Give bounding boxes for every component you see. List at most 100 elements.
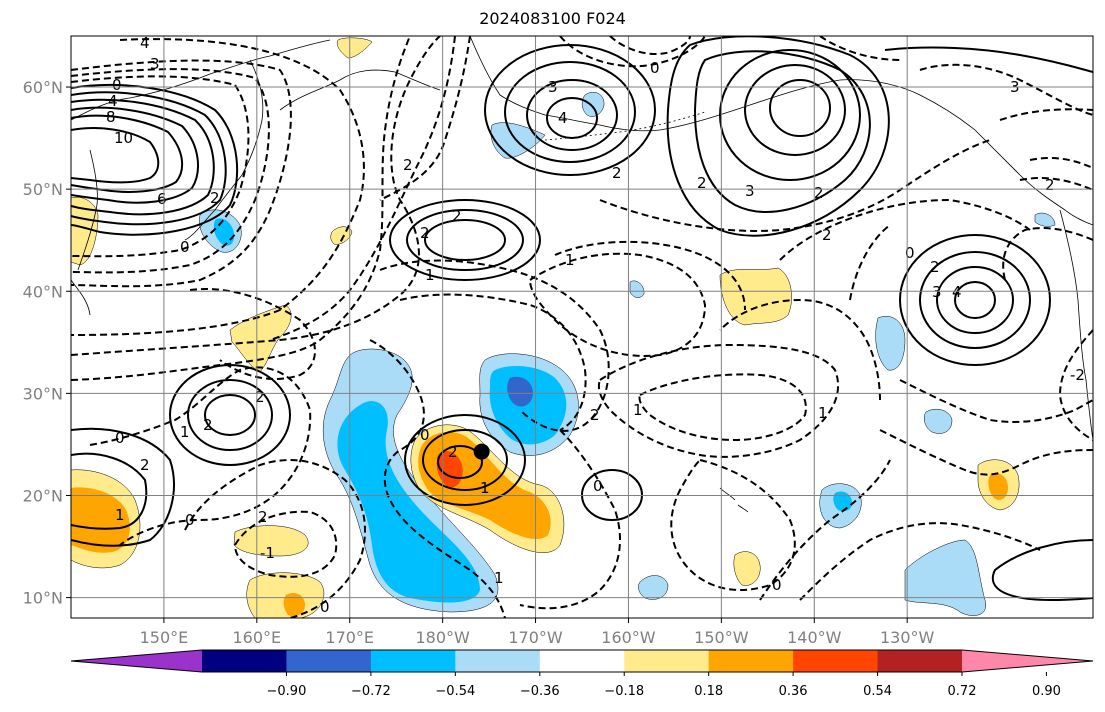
colorbar-tick-label: 0.54 bbox=[863, 684, 892, 699]
colorbar-extend-low bbox=[71, 650, 202, 672]
contour-dashed bbox=[71, 59, 292, 288]
coast-alaska bbox=[469, 36, 1093, 226]
contour-dashed bbox=[879, 429, 1093, 476]
lon-tick-label: 170°W bbox=[508, 628, 563, 647]
coast-north-america bbox=[1059, 209, 1093, 441]
contour-solid bbox=[666, 36, 890, 237]
colorbar-segment bbox=[202, 650, 287, 672]
contour-label: 1 bbox=[633, 401, 643, 419]
lat-tick-label: 20°N bbox=[23, 486, 63, 505]
coast-kamchatka bbox=[279, 69, 441, 111]
contour-label: 0 bbox=[180, 238, 190, 256]
lon-tick-label: 170°E bbox=[325, 628, 374, 647]
contour-solid bbox=[884, 46, 1093, 73]
contour-dashed bbox=[719, 298, 881, 401]
contour-dashed bbox=[999, 108, 1093, 121]
contour-label: 4 bbox=[140, 34, 150, 52]
colorbar-segment bbox=[877, 650, 963, 672]
contour-solid bbox=[169, 364, 291, 466]
colorbar-segment bbox=[624, 650, 710, 672]
contour-label: 2 bbox=[448, 443, 458, 461]
map-frame bbox=[70, 35, 1094, 619]
contour-dashed bbox=[849, 224, 891, 301]
contour-dashed bbox=[184, 459, 366, 618]
contour-solid bbox=[404, 414, 526, 506]
shade-lightblue-south-east bbox=[904, 539, 987, 616]
contour-label: 3 bbox=[150, 55, 160, 73]
lon-tick-label: 160°W bbox=[601, 628, 656, 647]
solid-contours bbox=[71, 36, 1093, 602]
colorbar-extend-high bbox=[962, 650, 1093, 672]
contour-solid bbox=[71, 452, 148, 530]
lon-tick-label: 150°W bbox=[694, 628, 749, 647]
contour-label: 2 bbox=[258, 508, 268, 526]
contour-label: 2 bbox=[930, 258, 940, 276]
contour-dashed bbox=[71, 36, 411, 381]
axis-ticks: 10°N 20°N 30°N 40°N 50°N 60°N 150°E 160°E 170°E 1… bbox=[23, 78, 935, 647]
contour-dashed bbox=[670, 458, 796, 591]
contour-label: 3 bbox=[745, 182, 755, 200]
shade-yellow-kamchatka bbox=[336, 37, 373, 59]
contour-solid bbox=[936, 266, 1014, 334]
contour-label: 1 bbox=[425, 266, 435, 284]
lat-tick-label: 40°N bbox=[23, 282, 63, 301]
shade-yellow-south-160e bbox=[233, 525, 309, 557]
contour-solid bbox=[389, 199, 541, 281]
coast-asia bbox=[71, 39, 331, 316]
contour-solid bbox=[422, 429, 508, 491]
lon-tick-label: 160°E bbox=[232, 628, 281, 647]
contour-solid bbox=[71, 127, 160, 184]
contour-solid bbox=[719, 49, 861, 181]
contour-label: 1 bbox=[565, 251, 575, 269]
lat-tick-label: 50°N bbox=[23, 180, 63, 199]
contour-dashed bbox=[609, 36, 691, 56]
contour-dashed bbox=[559, 36, 706, 68]
colorbar-tick-label: −0.72 bbox=[351, 684, 391, 699]
contour-label: 2 bbox=[203, 416, 213, 434]
contour-dashed bbox=[519, 429, 621, 610]
contour-labels: 4 3 0 4 8 10 6 0 2 2 1 3 4 2 2 3 2 2 0 1… bbox=[106, 34, 1085, 616]
contour-dashed bbox=[759, 459, 891, 601]
shade-orange-south2 bbox=[283, 593, 305, 617]
contour-label: 2 bbox=[210, 189, 220, 207]
contour-label: 2 bbox=[420, 224, 430, 242]
contour-solid bbox=[71, 427, 175, 547]
contour-solid bbox=[71, 98, 215, 216]
contour-dashed bbox=[638, 373, 807, 442]
map-title: 2024083100 F024 bbox=[479, 9, 626, 28]
contour-solid bbox=[899, 234, 1051, 366]
contour-solid bbox=[526, 79, 618, 151]
shade-lightblue-140w-27n bbox=[924, 409, 953, 434]
shade-royal-blue-north bbox=[507, 376, 533, 407]
shade-orange-west bbox=[71, 487, 130, 553]
colorbar-tick-label: 0.36 bbox=[779, 684, 808, 699]
colorbar-segment bbox=[539, 650, 625, 672]
contour-dashed bbox=[779, 198, 1031, 261]
contour-dashed bbox=[1019, 177, 1093, 191]
lon-tick-label: 130°W bbox=[880, 628, 935, 647]
contour-solid bbox=[204, 394, 256, 436]
shade-lightblue-157w-40n bbox=[629, 280, 645, 298]
contour-label: -1 bbox=[260, 544, 275, 562]
gridlines bbox=[71, 36, 1093, 618]
contour-label: 4 bbox=[558, 109, 568, 127]
shading-layer bbox=[71, 37, 1056, 618]
contour-dashed bbox=[528, 252, 707, 357]
colorbar-segment bbox=[708, 650, 794, 672]
contour-solid bbox=[744, 64, 846, 156]
contour-dashed bbox=[89, 366, 312, 546]
shade-yellow-south2 bbox=[246, 572, 325, 618]
lon-tick-label: 180°W bbox=[415, 628, 470, 647]
colorbar-tick-label: 0.18 bbox=[694, 684, 723, 699]
colorbar-tick-label: 0.90 bbox=[1032, 684, 1061, 699]
contour-solid bbox=[424, 219, 506, 261]
contour-solid bbox=[187, 379, 273, 451]
contour-solid bbox=[954, 281, 996, 319]
colorbar-segment bbox=[370, 650, 456, 672]
contour-label: 0 bbox=[650, 59, 660, 77]
shade-yellow-13n-153w bbox=[733, 551, 761, 586]
colorbar-tick-label: −0.18 bbox=[604, 684, 644, 699]
shade-lightblue-west-coast bbox=[1034, 212, 1056, 227]
contour-dashed bbox=[189, 288, 316, 381]
contour-label: 2 bbox=[452, 207, 462, 225]
